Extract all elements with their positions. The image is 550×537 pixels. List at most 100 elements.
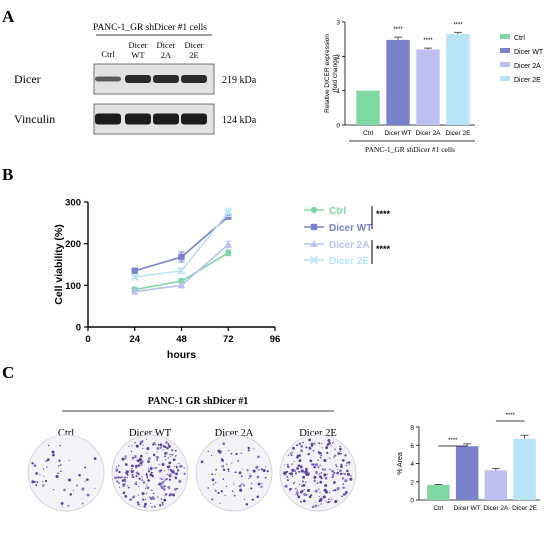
colony-dot — [126, 473, 129, 476]
colony-dot — [183, 467, 186, 469]
colony-dot — [243, 498, 246, 500]
colony-dot — [342, 483, 345, 485]
colony-dot — [346, 461, 349, 465]
colony-dot — [314, 489, 318, 493]
blot-band — [181, 113, 207, 125]
colony-dot — [165, 493, 168, 496]
c-y-tick-label: 6 — [410, 443, 414, 450]
colony-dot — [342, 472, 344, 475]
colony-dot — [246, 469, 249, 472]
colony-dot — [298, 454, 301, 458]
c-y-tick-label: 0 — [410, 498, 414, 505]
colony-dot — [323, 473, 327, 477]
colony-dot — [167, 485, 171, 489]
colony-dot — [309, 459, 313, 463]
colony-dot — [51, 450, 55, 454]
colony-dot — [265, 466, 267, 468]
colony-dot — [327, 439, 331, 442]
colony-dot — [35, 484, 38, 487]
colony-dot — [163, 485, 166, 488]
a-x-tick-label: Dicer 2E — [446, 130, 472, 137]
colony-dot — [323, 489, 326, 492]
colony-dot — [242, 484, 245, 487]
c-significance: **** — [448, 438, 458, 444]
colony-dot — [231, 490, 234, 492]
colony-dot — [225, 485, 228, 487]
a-y-tick-label: 0 — [336, 123, 340, 130]
a-y-tick-label: 2 — [336, 54, 340, 61]
colony-dot — [320, 454, 322, 456]
colony-dot — [141, 464, 143, 467]
colony-dot — [260, 485, 263, 489]
colony-dot — [219, 502, 221, 505]
colony-dot — [240, 475, 243, 478]
colony-dot — [298, 459, 302, 463]
colony-dot — [320, 442, 323, 445]
colony-dot — [137, 473, 140, 476]
colony-dot — [332, 473, 335, 476]
colony-dot — [221, 465, 224, 468]
colony-dot — [335, 465, 338, 468]
colony-dot — [230, 452, 233, 455]
colony-dot — [248, 473, 250, 475]
colony-dot — [345, 464, 348, 467]
b-point — [310, 206, 318, 214]
panel-b-letter: B — [2, 165, 13, 184]
colony-dot — [286, 479, 289, 482]
colony-dot — [293, 481, 296, 484]
colony-dot — [174, 476, 178, 480]
colony-dot — [298, 470, 300, 473]
colony-dot — [166, 473, 168, 476]
colony-dot — [171, 449, 174, 452]
colony-dot — [224, 494, 227, 497]
colony-dot — [252, 469, 256, 473]
colony-dot — [63, 488, 66, 492]
colony-dot — [156, 496, 159, 499]
c-y-tick-label: 2 — [410, 479, 414, 486]
colony-dot — [171, 470, 175, 474]
a-x-tick-label: Dicer 2A — [416, 130, 442, 137]
b-point — [178, 253, 185, 261]
b-y-tick-label: 100 — [65, 281, 81, 292]
colony-dot — [167, 456, 170, 459]
c-x-tick-label: Dicer 2A — [483, 505, 509, 512]
colony-dot — [142, 444, 144, 446]
c-x-tick-label: Dicer 2E — [512, 505, 538, 512]
colony-dot — [164, 479, 166, 481]
colony-dot — [325, 500, 327, 503]
colony-dot — [318, 504, 320, 507]
a-legend-label: Dicer WT — [514, 49, 544, 56]
blot-lane-label: Ctrl — [101, 49, 115, 59]
colony-dot — [301, 480, 304, 483]
colony-dot — [314, 463, 319, 467]
colony-dot — [257, 482, 261, 486]
c-bar — [427, 484, 450, 500]
colony-dot — [290, 454, 293, 456]
colony-dot — [168, 461, 172, 465]
colony-dot — [320, 471, 323, 474]
colony-dot — [308, 472, 310, 474]
colony-dot — [183, 472, 186, 475]
colony-dot — [328, 492, 331, 494]
blot-band — [95, 113, 121, 125]
colony-dot — [131, 444, 133, 447]
colony-dot — [339, 450, 342, 453]
colony-dot — [139, 506, 141, 508]
b-point — [177, 266, 186, 275]
colony-dot — [333, 456, 335, 458]
colony-dot — [340, 465, 343, 469]
colony-dot — [305, 446, 308, 449]
colony-dot — [150, 489, 153, 492]
colony-dot — [212, 483, 215, 486]
colony-dot — [300, 500, 303, 503]
colony-dot — [349, 474, 352, 477]
blot-band — [181, 75, 207, 83]
colony-dot — [162, 448, 164, 450]
colony-dot — [312, 449, 315, 452]
colony-dot — [299, 465, 303, 469]
colony-dot — [126, 476, 129, 479]
colony-dot — [39, 473, 41, 476]
blot-band — [125, 113, 151, 125]
b-x-tick-label: 24 — [129, 334, 140, 345]
colony-dot — [220, 490, 223, 493]
